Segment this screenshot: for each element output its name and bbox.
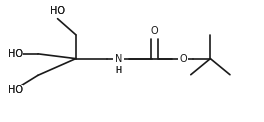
Text: HO: HO xyxy=(50,6,65,16)
Text: HO: HO xyxy=(8,49,23,59)
Text: O: O xyxy=(179,54,187,64)
Text: O: O xyxy=(151,26,159,36)
Text: O: O xyxy=(151,26,159,36)
Text: H: H xyxy=(115,66,121,75)
Text: O: O xyxy=(115,54,122,64)
Text: O: O xyxy=(179,54,187,64)
Text: O: O xyxy=(179,54,187,64)
Text: N: N xyxy=(115,54,122,64)
Text: N: N xyxy=(115,54,122,64)
Text: HO: HO xyxy=(50,6,65,16)
Text: HO: HO xyxy=(8,49,23,59)
Text: H: H xyxy=(115,66,121,75)
Text: HO: HO xyxy=(8,85,23,95)
Text: HO: HO xyxy=(8,85,23,95)
